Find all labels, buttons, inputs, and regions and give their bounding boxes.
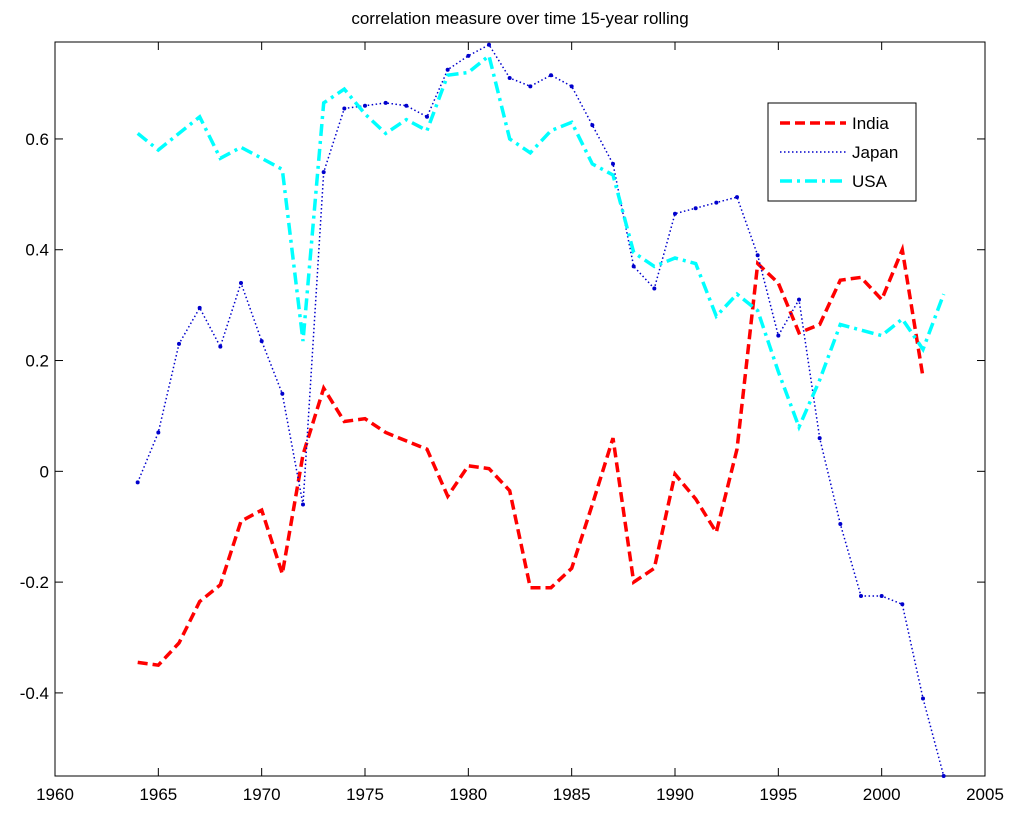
point-marker	[817, 436, 822, 441]
point-marker	[135, 480, 140, 485]
point-marker	[900, 602, 905, 607]
legend-label: India	[852, 114, 889, 133]
point-marker	[735, 195, 739, 200]
point-marker	[197, 305, 202, 310]
point-marker	[921, 696, 925, 701]
point-marker	[673, 211, 677, 216]
point-marker	[714, 200, 719, 205]
x-tick-label: 2000	[863, 785, 901, 804]
point-marker	[879, 593, 884, 598]
point-marker	[590, 123, 595, 128]
point-marker	[239, 280, 243, 285]
point-marker	[280, 391, 285, 396]
point-marker	[466, 53, 471, 58]
point-marker	[363, 103, 367, 108]
x-tick-label: 1980	[449, 785, 487, 804]
point-marker	[528, 84, 533, 89]
point-marker	[507, 76, 512, 81]
point-marker	[652, 286, 657, 291]
x-tick-label: 1965	[139, 785, 177, 804]
point-marker	[445, 67, 450, 72]
point-marker	[404, 103, 409, 108]
point-marker	[342, 106, 347, 111]
point-marker	[383, 100, 388, 105]
y-tick-label: 0.4	[25, 241, 49, 260]
y-tick-label: 0.2	[25, 352, 49, 371]
x-tick-label: 1960	[36, 785, 74, 804]
x-tick-label: 1990	[656, 785, 694, 804]
point-marker	[177, 341, 181, 346]
point-marker	[569, 84, 574, 89]
legend-label: Japan	[852, 143, 898, 162]
y-tick-label: -0.2	[20, 573, 49, 592]
point-marker	[755, 253, 760, 258]
series-line	[137, 243, 925, 668]
point-marker	[859, 593, 863, 598]
point-marker	[797, 297, 801, 302]
point-marker	[156, 430, 161, 435]
point-marker	[838, 521, 843, 526]
y-tick-label: -0.4	[20, 684, 49, 703]
y-tick-label: 0.6	[25, 130, 49, 149]
chart-title: correlation measure over time 15-year ro…	[351, 9, 688, 28]
point-marker	[487, 42, 491, 47]
x-tick-label: 1985	[553, 785, 591, 804]
point-marker	[301, 502, 305, 507]
x-tick-label: 1995	[759, 785, 797, 804]
x-tick-label: 2005	[966, 785, 1004, 804]
point-marker	[549, 73, 553, 78]
legend-label: USA	[852, 172, 888, 191]
point-marker	[941, 774, 946, 778]
plot-area	[54, 41, 986, 777]
point-marker	[321, 170, 326, 175]
x-tick-label: 1970	[243, 785, 281, 804]
point-marker	[631, 264, 636, 269]
point-marker	[776, 333, 781, 338]
point-marker	[693, 206, 698, 211]
y-tick-label: 0	[40, 462, 49, 481]
point-marker	[425, 114, 429, 119]
series-line	[136, 52, 946, 432]
point-marker	[259, 339, 264, 344]
point-marker	[611, 161, 615, 166]
point-marker	[218, 344, 223, 349]
x-tick-label: 1975	[346, 785, 384, 804]
